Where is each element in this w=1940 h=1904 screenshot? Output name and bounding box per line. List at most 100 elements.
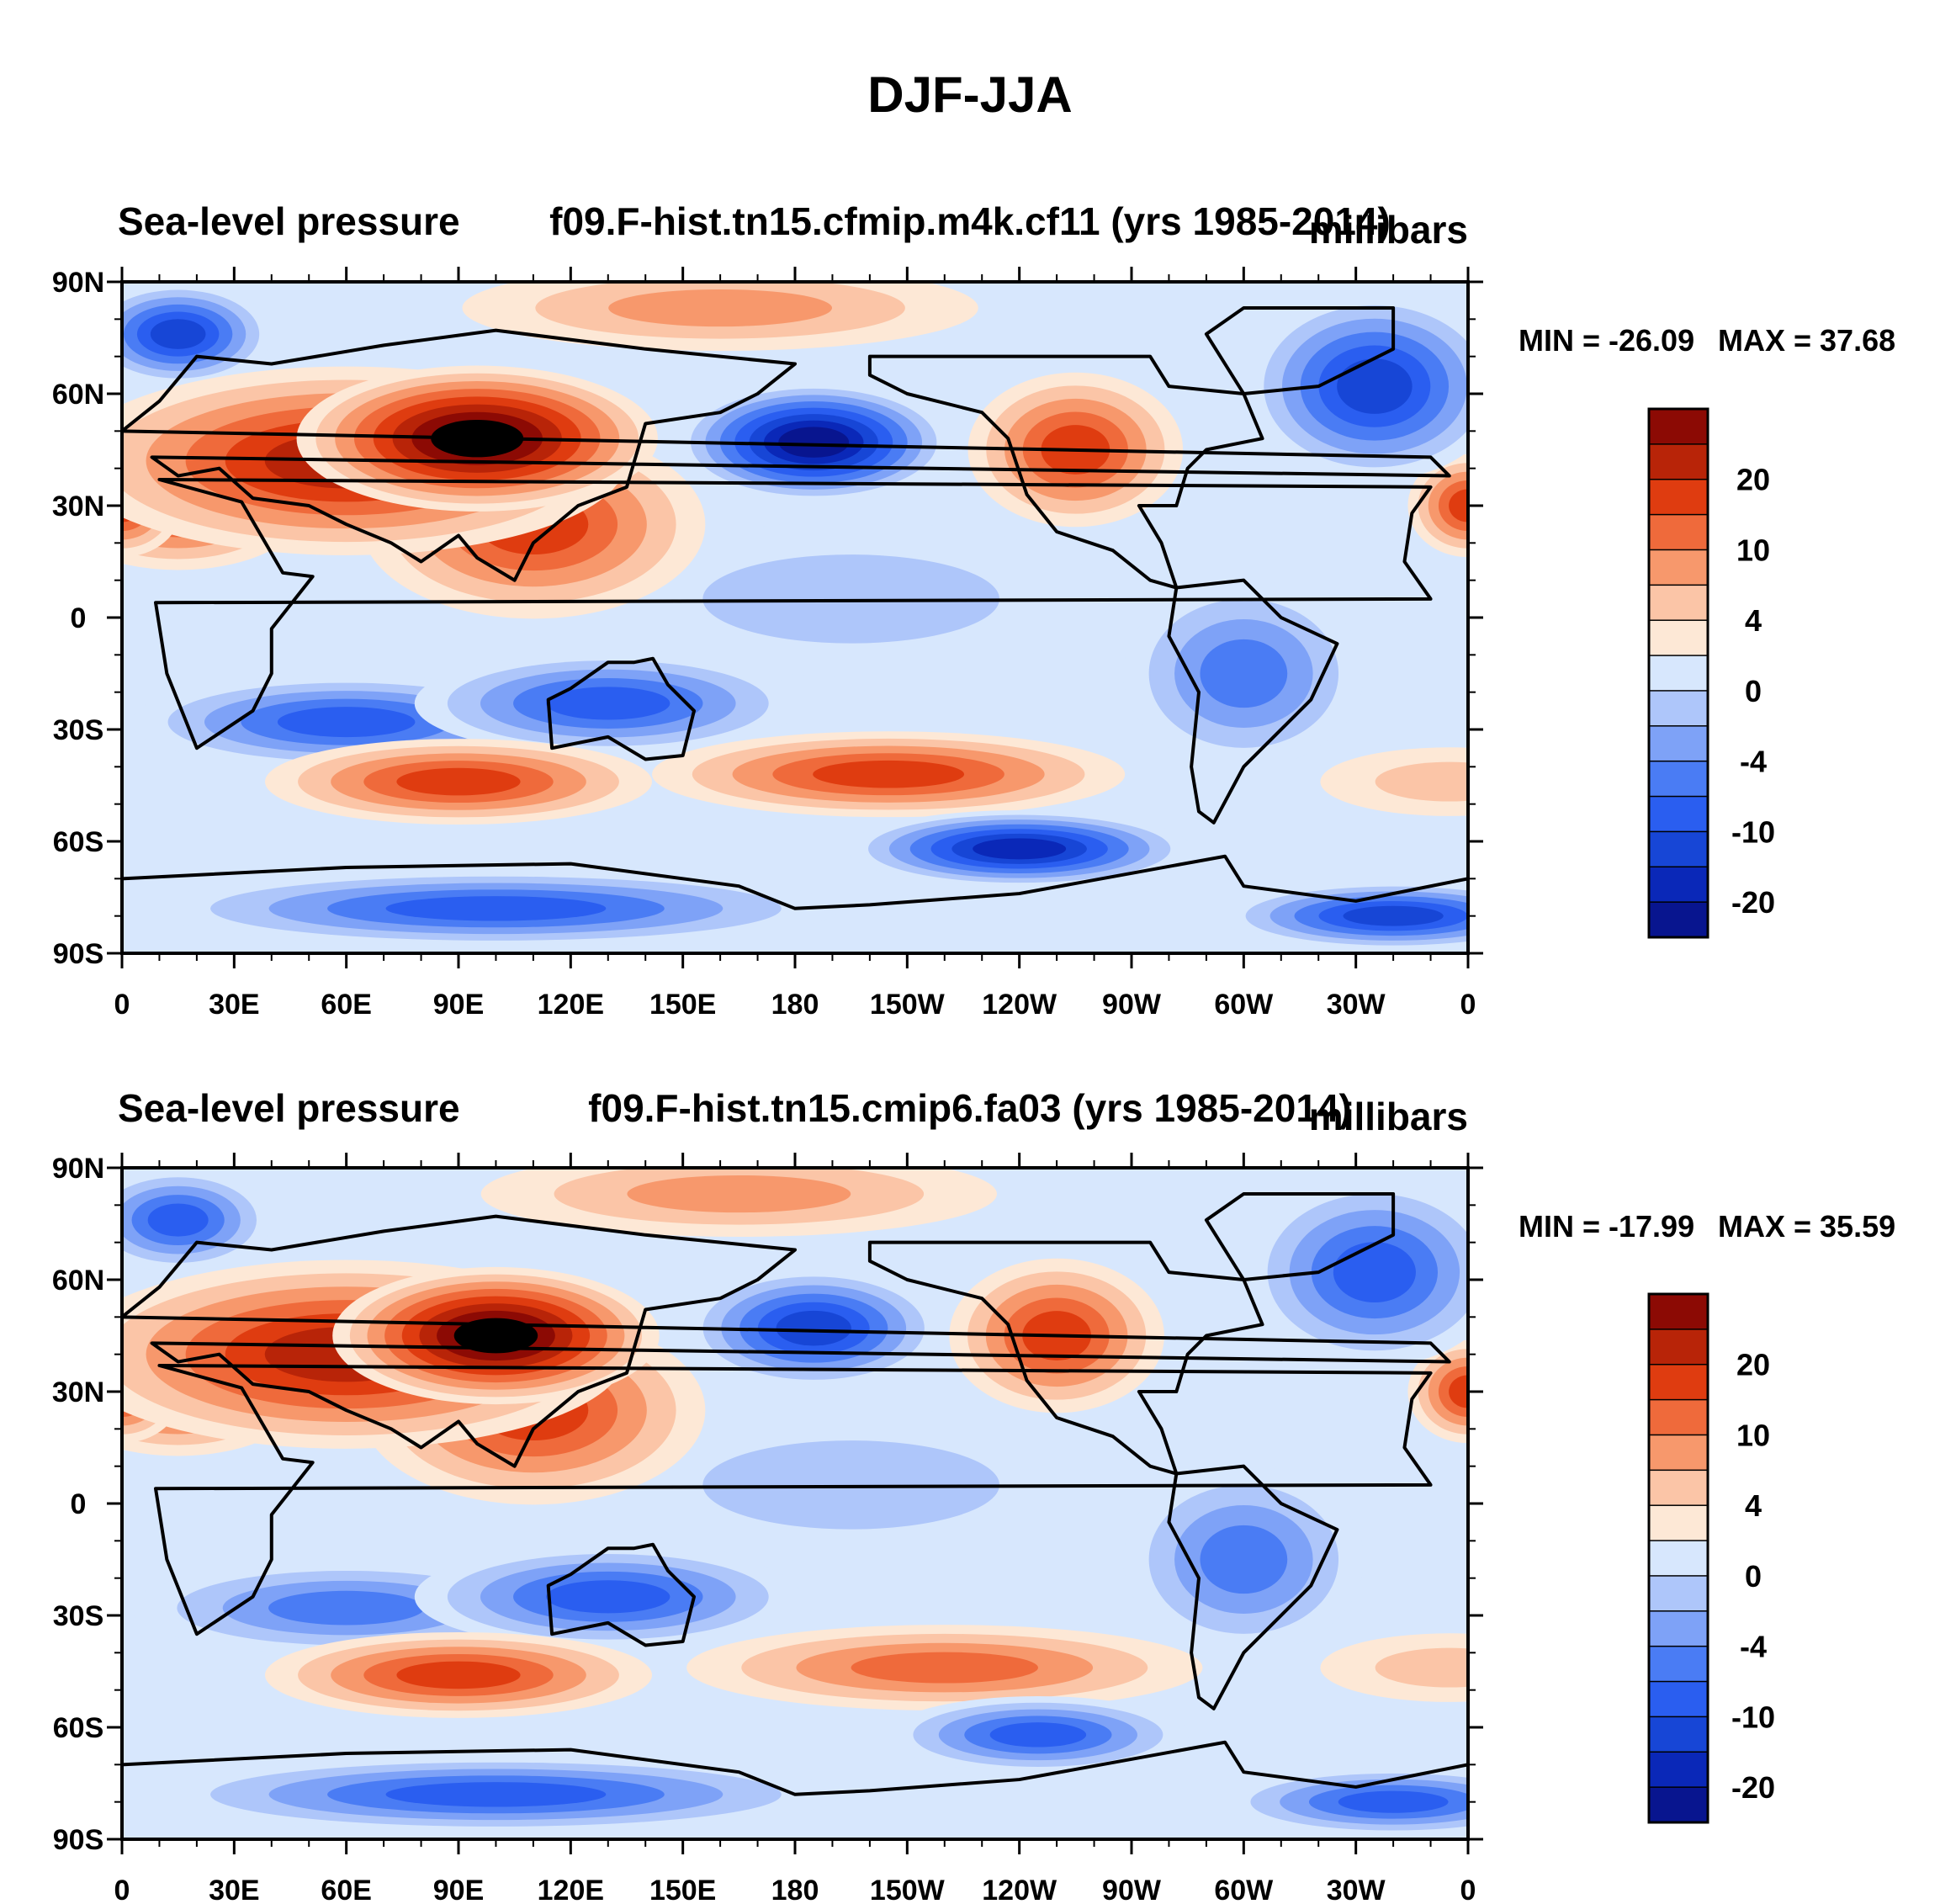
contour-band-2-2 (627, 1175, 851, 1213)
colorbar-swatch (1648, 1469, 1709, 1507)
contour-band-10-4 (1338, 1790, 1449, 1813)
colorbar-label: -20 (1731, 885, 1775, 920)
figure-title: DJF-JJA (867, 66, 1073, 123)
y-tick-label: 60N (52, 1265, 104, 1297)
colorbar-label: 0 (1745, 674, 1762, 708)
colorbar-label: -4 (1740, 745, 1767, 779)
coastline-australia (546, 1542, 696, 1647)
x-tick-label: 0 (1460, 989, 1476, 1021)
contour-band-5-4 (277, 707, 416, 738)
panel-2-units: millibars (1308, 1095, 1468, 1138)
contour-band-19-6 (973, 838, 1067, 860)
colorbar-swatch (1648, 1434, 1709, 1472)
coastline-greenland (1204, 306, 1396, 395)
x-tick-label: 120W (982, 989, 1057, 1021)
colorbar-swatch (1648, 443, 1709, 480)
panel-2-max: MAX = 35.59 (1718, 1209, 1896, 1244)
coastline-eurasia (122, 1214, 1451, 1468)
panel-2-colorbar: 20 10 4 0 -4 -10 -20 (1647, 1292, 1775, 1824)
coastline-n-america (867, 354, 1264, 590)
colorbar-label: 10 (1736, 1418, 1770, 1452)
panel-1-min: MIN = -26.09 (1519, 323, 1695, 358)
x-tick-label: 150E (649, 989, 716, 1021)
y-tick-label: 90S (53, 1824, 104, 1856)
x-tick-label: 120E (538, 1875, 604, 1904)
x-tick-label: 180 (771, 1875, 819, 1904)
colorbar-swatch (1648, 1540, 1709, 1578)
x-tick-label: 30W (1327, 989, 1386, 1021)
contour-band-15-4 (396, 1661, 521, 1689)
x-tick-label: 180 (771, 989, 819, 1021)
colorbar-swatch (1648, 1610, 1709, 1647)
coastline-eurasia (122, 328, 1451, 582)
colorbar-label: 20 (1736, 463, 1770, 497)
panel-1-max: MAX = 37.68 (1718, 323, 1896, 358)
x-tick-label: 30E (209, 989, 260, 1021)
contour-band-1-1 (1375, 1647, 1468, 1688)
contour-band-9-4 (385, 896, 607, 921)
contour-band-5-3 (268, 1590, 425, 1626)
x-tick-label: 150W (870, 1875, 946, 1904)
x-tick-label: 60W (1214, 1875, 1274, 1904)
coastline-antarctica (122, 854, 1468, 953)
coastline-australia (546, 656, 696, 761)
colorbar-swatch (1648, 1716, 1709, 1753)
colorbar-swatch (1648, 1504, 1709, 1542)
colorbar-swatch (1648, 1398, 1709, 1436)
x-tick-label: 60E (321, 989, 372, 1021)
colorbar-swatch (1648, 1680, 1709, 1718)
contour-band-16-4 (989, 1722, 1087, 1748)
x-tick-label: 90E (433, 989, 485, 1021)
x-tick-label: 0 (1460, 1875, 1476, 1904)
contour-band-7-4 (385, 1782, 607, 1807)
contour-band-17-4 (147, 1203, 209, 1237)
y-tick-label: 90N (52, 267, 104, 299)
colorbar-swatch (1648, 866, 1709, 904)
y-tick-label: 0 (71, 602, 87, 634)
panel-2-variable-label: Sea-level pressure (118, 1086, 460, 1130)
coastline-antarctica (122, 1740, 1468, 1839)
y-tick-label: 60S (53, 826, 104, 858)
x-tick-label: 120W (982, 1875, 1057, 1904)
colorbar-swatch (1648, 1293, 1709, 1331)
colorbar-label: 4 (1745, 1488, 1762, 1523)
x-tick-label: 90W (1102, 1875, 1162, 1904)
colorbar-swatch (1648, 619, 1709, 657)
colorbar-label: 20 (1736, 1348, 1770, 1382)
panel-1-colorbar: 20 10 4 0 -4 -10 -20 (1647, 407, 1775, 939)
contour-band-1-1 (1375, 761, 1468, 802)
x-tick-label: 0 (114, 989, 130, 1021)
x-tick-label: 60E (321, 1875, 372, 1904)
colorbar-swatch (1648, 1751, 1709, 1789)
coastline-s-america (1167, 1464, 1339, 1710)
panel-2-map: 0 30E 60E 90E 120E 150E 180 150W 120W 90W 60W 30W 09… (52, 1153, 1483, 1904)
contour-band-16-5 (1337, 358, 1413, 414)
y-tick-label: 30S (53, 1600, 104, 1632)
y-tick-label: 60S (53, 1712, 104, 1744)
contour-band-12-4 (1449, 1375, 1468, 1408)
colorbar-label: 10 (1736, 533, 1770, 567)
colorbar-swatch (1648, 655, 1709, 692)
contour-band-18-5 (776, 1310, 851, 1346)
colorbar-label: 4 (1745, 603, 1762, 638)
colorbar-swatch (1648, 1363, 1709, 1401)
y-tick-label: 30N (52, 491, 104, 522)
contour-band-20-7 (778, 427, 850, 458)
coastline-s-america (1167, 578, 1339, 825)
coastline-n-america (867, 1240, 1264, 1476)
colorbar-swatch (1648, 760, 1709, 798)
coastline-africa (154, 477, 1433, 750)
x-tick-label: 30E (209, 1875, 260, 1904)
colorbar-swatch (1648, 584, 1709, 622)
colorbar-swatch (1648, 1786, 1709, 1824)
colorbar-swatch (1648, 1329, 1709, 1366)
x-tick-label: 30W (1327, 1875, 1386, 1904)
contour-band-17-5 (150, 319, 206, 349)
colorbar-swatch (1648, 1645, 1709, 1683)
contour-band-2-2 (608, 289, 832, 327)
contour-band-8-4 (813, 760, 965, 788)
colorbar-label: -10 (1731, 814, 1775, 849)
colorbar-swatch (1648, 549, 1709, 586)
colorbar-swatch (1648, 901, 1709, 939)
colorbar-swatch (1648, 513, 1709, 551)
